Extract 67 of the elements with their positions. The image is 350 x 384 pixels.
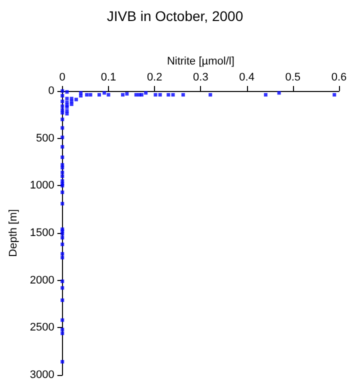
- point: [60, 328, 64, 332]
- point: [88, 93, 92, 97]
- point: [144, 91, 148, 95]
- point: [60, 136, 64, 140]
- point: [332, 93, 336, 97]
- point: [208, 93, 212, 97]
- point: [60, 360, 64, 364]
- point: [60, 190, 64, 194]
- point: [60, 236, 64, 240]
- point: [60, 156, 64, 160]
- y-tick-label: 2000: [30, 274, 54, 286]
- x-tick-label: 0.4: [239, 72, 254, 84]
- y-tick-label: 0: [48, 85, 54, 97]
- point: [60, 94, 64, 98]
- x-axis-title: Nitrite [µmol/l]: [166, 56, 234, 68]
- y-tick-label: 1500: [30, 227, 54, 239]
- point: [98, 93, 102, 97]
- point: [102, 91, 106, 95]
- point: [125, 92, 129, 96]
- point: [60, 256, 64, 260]
- point: [60, 252, 64, 256]
- x-tick-label: 0.3: [193, 72, 208, 84]
- point: [65, 96, 69, 100]
- point: [60, 318, 64, 322]
- y-tick-label: 3000: [30, 369, 54, 381]
- point: [277, 91, 281, 95]
- point: [79, 94, 83, 98]
- x-tick-label: 0.6: [331, 72, 347, 84]
- point: [60, 286, 64, 290]
- point: [60, 170, 64, 174]
- point: [60, 202, 64, 206]
- point: [60, 298, 64, 302]
- point: [70, 102, 74, 106]
- point: [264, 93, 268, 97]
- chart-title: JIVB in October, 2000: [106, 8, 244, 24]
- y-tick-label: 2500: [30, 322, 54, 334]
- point: [166, 93, 170, 97]
- point: [60, 280, 64, 284]
- point: [181, 93, 185, 97]
- point: [65, 112, 69, 116]
- point: [60, 242, 64, 246]
- point: [60, 100, 64, 104]
- point: [60, 126, 64, 130]
- point: [60, 118, 64, 122]
- x-tick-label: 0: [59, 72, 66, 84]
- point: [171, 93, 175, 97]
- y-tick-label: 1000: [30, 180, 54, 192]
- point: [154, 93, 158, 97]
- y-axis-title: Depth [m]: [8, 209, 20, 257]
- x-tick-label: 0.5: [285, 72, 301, 84]
- point: [60, 166, 64, 170]
- point: [158, 93, 162, 97]
- point: [106, 93, 110, 97]
- x-tick-label: 0.2: [146, 72, 162, 84]
- x-tick-label: 0.1: [100, 72, 116, 84]
- y-tick-label: 500: [36, 132, 54, 144]
- point: [60, 145, 64, 149]
- point: [85, 93, 89, 97]
- point: [60, 89, 64, 93]
- point: [60, 332, 64, 336]
- point: [60, 104, 64, 108]
- point: [60, 111, 64, 115]
- point: [65, 90, 69, 94]
- point: [74, 98, 78, 102]
- point: [60, 232, 64, 236]
- point: [121, 93, 125, 97]
- point: [60, 174, 64, 178]
